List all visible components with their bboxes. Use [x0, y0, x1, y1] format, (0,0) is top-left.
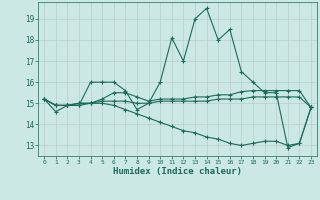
X-axis label: Humidex (Indice chaleur): Humidex (Indice chaleur): [113, 167, 242, 176]
